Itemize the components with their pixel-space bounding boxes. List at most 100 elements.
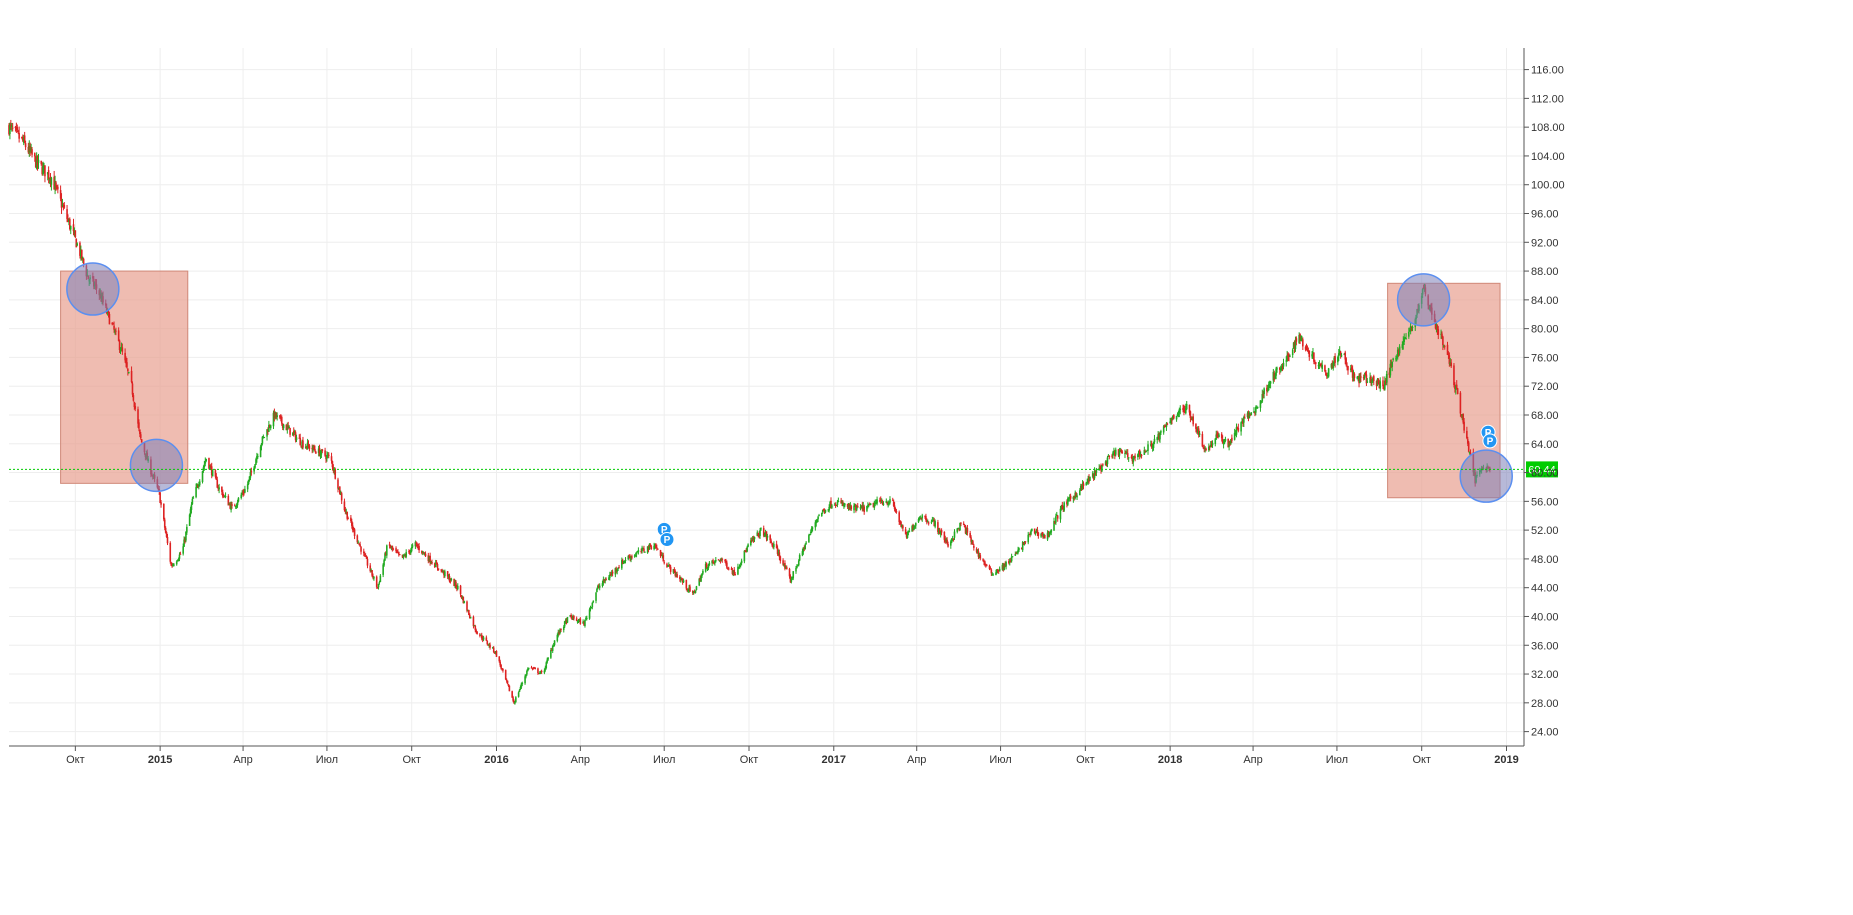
candle-body (1453, 365, 1455, 386)
candle-body (1179, 408, 1182, 411)
candle-body (1324, 365, 1326, 372)
candle-body (1208, 446, 1210, 451)
candle-body (1063, 502, 1065, 511)
candle-body (261, 436, 264, 444)
marker-badge[interactable] (1482, 433, 1498, 449)
marker-badge[interactable] (659, 531, 675, 547)
candle-body (132, 395, 135, 401)
candle-body (1372, 376, 1375, 381)
candle-body (634, 555, 637, 557)
candle-body (603, 579, 606, 582)
candle-body (305, 446, 308, 448)
candle-body (390, 546, 393, 548)
candle-body (778, 552, 781, 558)
candle-body (758, 534, 760, 537)
candle-body (255, 459, 257, 465)
candle-body (1069, 495, 1072, 499)
candle-body (431, 561, 433, 564)
candle-body (192, 497, 195, 499)
candle-body (433, 563, 436, 568)
x-tick-label: Июл (653, 754, 675, 766)
candle-body (172, 564, 174, 567)
candle-body (1236, 427, 1239, 429)
candle-body (668, 564, 670, 567)
candle-body (403, 555, 406, 557)
candle-body (24, 143, 27, 148)
x-tick-label: Окт (1076, 754, 1095, 766)
candle-body (996, 569, 998, 574)
candle-body (1255, 407, 1258, 409)
candle-body (1282, 362, 1285, 367)
candle-body (957, 528, 959, 530)
candle-body (1047, 532, 1050, 537)
candle-body (1111, 455, 1113, 457)
candle-body (738, 564, 741, 567)
candle-body (298, 437, 301, 439)
candle-body (788, 568, 791, 577)
candle-body (1377, 378, 1380, 385)
candle-body (578, 619, 581, 621)
candle-body (1446, 344, 1449, 355)
candle-body (846, 503, 849, 508)
candle-body (1289, 355, 1291, 357)
candle-body (717, 559, 720, 561)
event-marker[interactable]: P (659, 531, 675, 547)
candle-body (989, 568, 992, 570)
candle-body (449, 580, 452, 582)
candle-body (630, 556, 632, 560)
candle-body (1145, 451, 1147, 453)
candle-body (285, 424, 288, 431)
candle-body (586, 617, 588, 619)
candle-body (1294, 339, 1297, 350)
candle-body (350, 517, 352, 522)
candle-body (131, 383, 134, 395)
event-marker[interactable]: P (1482, 433, 1498, 449)
candle-body (744, 550, 747, 552)
candle-body (944, 538, 947, 542)
candle-body (456, 585, 459, 590)
candle-body (900, 521, 902, 527)
candle-body (292, 432, 294, 436)
candle-body (1072, 496, 1075, 500)
candle-body (875, 502, 877, 504)
candle-body (402, 554, 405, 558)
candle-body (1312, 352, 1314, 356)
candle-body (499, 661, 501, 666)
candle-body (364, 555, 367, 557)
candle-body (1318, 364, 1321, 367)
candle-body (481, 637, 484, 640)
candle-body (659, 550, 662, 556)
candle-body (1175, 416, 1178, 420)
candle-body (537, 668, 539, 674)
candle-body (263, 437, 266, 439)
candle-body (1398, 346, 1401, 354)
candle-body (1113, 451, 1115, 454)
candle-body (588, 609, 591, 619)
candle-body (307, 443, 310, 446)
candle-body (442, 570, 444, 573)
candle-body (1240, 422, 1242, 432)
candle-body (1094, 470, 1097, 473)
candle-body (1060, 505, 1063, 508)
candle-body (1008, 561, 1010, 564)
candle-body (1302, 339, 1304, 347)
candle-body (34, 156, 37, 168)
candle-body (69, 219, 71, 230)
candle-body (326, 454, 328, 459)
candle-body (1121, 451, 1124, 454)
candle-body (618, 567, 620, 569)
candle-body (627, 556, 630, 560)
candle-body (564, 620, 567, 622)
candle-body (34, 153, 36, 157)
candle-body (763, 534, 766, 537)
candle-body (1254, 412, 1256, 414)
candle-body (429, 555, 431, 563)
candle-body (186, 526, 188, 533)
candle-body (1150, 442, 1153, 448)
candle-body (867, 503, 870, 506)
candle-body (526, 670, 528, 675)
candle-body (175, 561, 178, 565)
